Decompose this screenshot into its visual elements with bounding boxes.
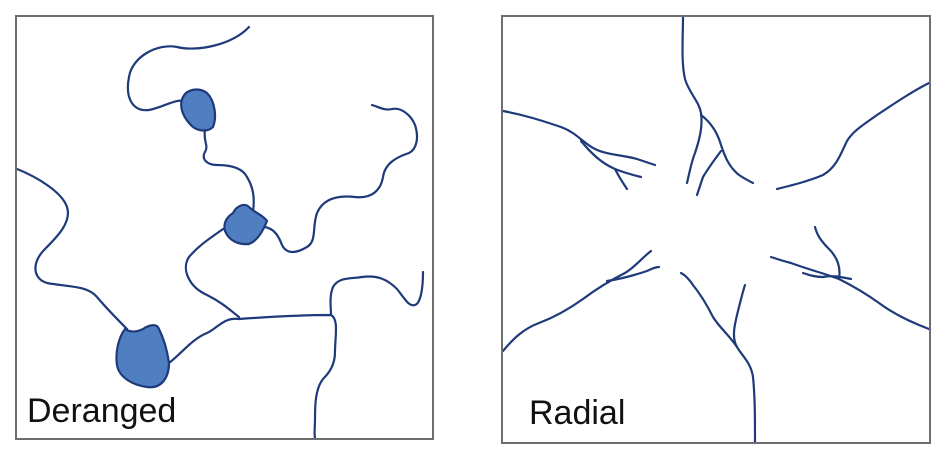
stream-southeast [769, 255, 929, 331]
lake-1 [180, 88, 217, 132]
deranged-diagram [17, 25, 425, 438]
stream-trunk [237, 313, 338, 438]
stream-southeast-branch-1 [813, 225, 841, 281]
lake-2 [223, 203, 269, 246]
stream-lake3-junction [167, 317, 241, 365]
stream-northeast [775, 81, 929, 191]
stream-lake2-down [184, 227, 241, 319]
stream-top [126, 25, 251, 112]
lake-3 [115, 324, 171, 389]
radial-label: Radial [529, 394, 626, 432]
deranged-label: Deranged [27, 392, 177, 430]
radial-panel: Radial [501, 15, 931, 444]
stream-northwest-branch-2 [613, 167, 629, 191]
stream-lake1-lake2 [202, 128, 255, 214]
stream-south [732, 283, 757, 442]
stream-north-branch-2 [695, 149, 723, 197]
radial-diagram [503, 17, 929, 442]
stream-north-branch-1 [699, 113, 755, 185]
stream-south-branch [679, 271, 739, 349]
stream-northwest [503, 109, 657, 167]
stream-southeast-branch-2 [801, 271, 853, 281]
stream-southwest-branch [605, 265, 661, 283]
stream-right-upper [263, 103, 419, 254]
stream-right-lower [329, 270, 425, 317]
stream-north [681, 17, 703, 185]
stream-southwest [503, 249, 653, 353]
deranged-panel: Deranged [15, 15, 434, 440]
stream-left [17, 167, 129, 331]
